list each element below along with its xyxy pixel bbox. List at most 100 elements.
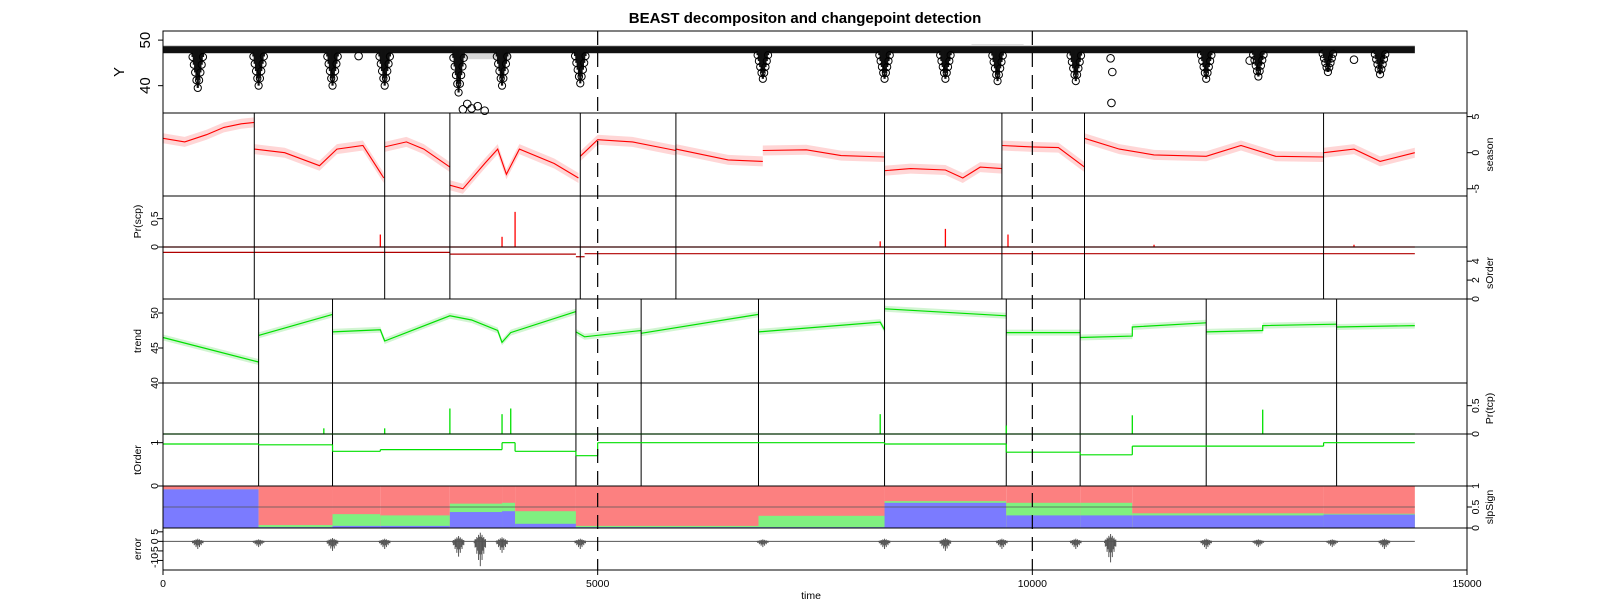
ytick-label-error: 0 (149, 538, 161, 544)
y-outlier-marker (1349, 55, 1359, 65)
trend-line (575, 329, 642, 338)
ytick-label-sorder: 2 (1470, 277, 1482, 283)
chart-title: BEAST decompositon and changepoint detec… (629, 10, 982, 27)
y-marker (1076, 51, 1086, 60)
y-marker (1377, 65, 1386, 74)
y-marker (880, 74, 889, 83)
y-marker (1255, 66, 1264, 76)
panel-frame-sorder (162, 246, 1468, 300)
ytick-label-slpsign: 1 (1470, 483, 1482, 489)
panel-frame-prtcp (162, 382, 1468, 435)
season-band (1323, 144, 1415, 167)
slp-negative (884, 502, 1007, 528)
y-marker (943, 62, 953, 72)
y-marker (883, 62, 892, 72)
slp-negative (163, 489, 259, 528)
y-marker (454, 88, 463, 97)
season-line (579, 139, 677, 157)
season-line (1001, 144, 1085, 168)
slp-zero (380, 515, 450, 528)
y-marker (1202, 74, 1211, 83)
slp-negative (502, 511, 516, 528)
y-marker (193, 83, 202, 93)
y-outlier-marker (480, 106, 489, 116)
xtick-label: 0 (160, 578, 166, 590)
season-line (254, 144, 385, 179)
y-outlier-marker (462, 99, 472, 109)
season-band (762, 144, 885, 162)
ytick-label-error: -10 (149, 553, 161, 568)
y-marker (1323, 67, 1333, 77)
panel-frame-trend (162, 298, 1468, 384)
ytick-label-prscp: 0.5 (149, 211, 161, 226)
ytick-label-error: 5 (149, 529, 161, 535)
ylabel-torder: tOrder (132, 445, 144, 475)
slp-negative (380, 525, 450, 528)
y-marker (196, 68, 205, 77)
slp-negative (1080, 515, 1133, 528)
xtick-label: 15000 (1452, 578, 1481, 590)
season-band (163, 117, 255, 147)
y-marker (455, 79, 464, 88)
ylabel-trend: trend (132, 329, 144, 353)
y-outlier-marker (473, 101, 482, 111)
ylabel-season: season (1484, 137, 1496, 171)
ytick-label-trend: 40 (149, 377, 161, 389)
trend-line (1206, 323, 1337, 333)
ytick-label-slpsign: 0.5 (1470, 500, 1482, 515)
y-marker (1207, 51, 1216, 60)
panel-frame-prscp (162, 195, 1468, 248)
y-marker (946, 51, 955, 60)
xtick-label: 5000 (586, 578, 610, 590)
y-marker (945, 56, 954, 66)
season-line (762, 149, 885, 158)
ytick-label-season: 0 (1470, 150, 1482, 156)
y-marker (998, 51, 1007, 60)
y-marker (581, 51, 590, 61)
xtick-label: 10000 (1018, 578, 1047, 590)
ytick-label-sorder: 4 (1470, 258, 1482, 264)
season-line (384, 141, 451, 168)
ylabel-slpsign: slpSign (1484, 490, 1496, 525)
y-marker (1381, 50, 1390, 59)
trend-line (162, 336, 259, 363)
y-marker (1326, 58, 1335, 67)
trend-band (332, 308, 576, 346)
slp-zero (332, 514, 381, 528)
y-marker (1203, 68, 1212, 78)
y-marker (1256, 61, 1266, 70)
y-marker (763, 51, 773, 60)
season-line (675, 148, 763, 162)
season-band (884, 162, 1002, 183)
y-marker (994, 70, 1003, 79)
y-marker (1327, 54, 1336, 63)
season-line (449, 148, 579, 190)
y-marker (1258, 56, 1267, 65)
y-outlier-marker (1106, 54, 1115, 63)
y-marker (993, 77, 1002, 86)
y-marker (1073, 70, 1082, 79)
trend-line (1336, 325, 1415, 328)
y-marker (198, 52, 208, 62)
ytick-label-prtcp: 0 (1470, 431, 1482, 437)
slp-negative (1323, 514, 1415, 528)
slp-negative (449, 512, 503, 528)
y-marker (942, 68, 951, 78)
panel-frame-torder (162, 433, 1468, 487)
y-marker (1075, 57, 1084, 67)
y-outlier-marker (467, 104, 476, 113)
trend-line (258, 313, 333, 336)
y-marker (1325, 63, 1334, 72)
season-band (254, 140, 384, 183)
slp-zero (258, 525, 333, 528)
y-marker (459, 53, 468, 62)
y-outlier-marker (354, 51, 363, 61)
y-marker (762, 56, 771, 66)
ylabel-error: error (132, 537, 144, 560)
y-marker (259, 52, 268, 61)
ylabel-prscp: Pr(scp) (132, 205, 144, 239)
season-band (675, 144, 763, 167)
ylabel-sorder: sOrder (1484, 256, 1496, 289)
y-outlier-marker (1108, 67, 1117, 77)
